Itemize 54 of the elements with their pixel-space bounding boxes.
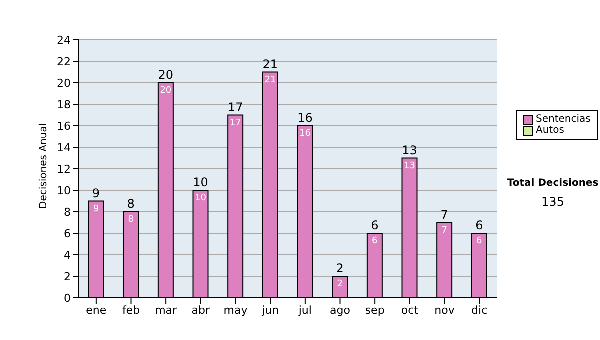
y-tick-label: 14 (57, 141, 71, 154)
total-label: 7 (440, 208, 448, 222)
data-label: 2 (337, 280, 343, 290)
data-label: 8 (128, 215, 134, 225)
x-tick-label: ene (86, 304, 107, 317)
data-label: 17 (230, 118, 242, 128)
x-tick-label: jun (261, 304, 280, 317)
total-label: 9 (92, 186, 100, 200)
x-tick-label: ago (330, 304, 351, 317)
data-label: 10 (195, 194, 207, 204)
total-label: 20 (158, 68, 174, 82)
total-label: 2 (336, 262, 344, 276)
text: 135 (540, 195, 566, 209)
x-tick-label: feb (122, 304, 140, 317)
data-label: 21 (264, 75, 276, 86)
x-tick-label: sep (365, 304, 385, 317)
y-tick-label: 8 (64, 206, 71, 219)
legend-label: Autos (536, 125, 564, 136)
y-tick-label: 16 (57, 120, 71, 133)
data-label: 20 (160, 86, 172, 96)
x-tick-label: may (224, 304, 248, 317)
y-tick-label: 24 (57, 34, 71, 47)
data-label: 9 (93, 204, 100, 214)
y-tick-label: 22 (57, 55, 71, 68)
x-tick-label: jul (298, 304, 312, 317)
x-tick-label: abr (192, 304, 211, 317)
y-tick-label: 12 (57, 162, 71, 176)
y-axis-title: Decisiones Anual (38, 123, 50, 209)
total-label: 16 (298, 111, 313, 125)
total-label: 17 (228, 100, 244, 114)
y-tick-label: 20 (57, 76, 71, 90)
total-label: 6 (371, 218, 379, 232)
y-tick-label: 18 (57, 98, 71, 112)
total-label: 6 (476, 218, 484, 232)
data-label: 16 (300, 129, 312, 139)
legend-label: Sentencias (536, 114, 591, 125)
y-tick-label: 6 (64, 227, 71, 240)
y-tick-label: 10 (57, 184, 71, 198)
total-label: 13 (402, 143, 418, 158)
y-tick-label: 0 (64, 292, 71, 305)
data-label: 7 (442, 226, 448, 236)
data-label: 6 (372, 236, 378, 246)
y-tick-label: 4 (64, 248, 71, 262)
x-tick-label: mar (155, 304, 178, 317)
total-label: 10 (193, 176, 208, 190)
x-tick-label: nov (434, 304, 456, 317)
x-tick-label: oct (401, 304, 420, 317)
text: Total Decisiones (506, 178, 600, 189)
data-label: 6 (476, 236, 483, 246)
x-tick-label: dic (472, 304, 488, 317)
y-tick-label: 2 (64, 270, 71, 284)
total-label: 21 (262, 57, 278, 72)
data-label: 13 (404, 161, 416, 172)
total-label: 8 (127, 197, 135, 211)
